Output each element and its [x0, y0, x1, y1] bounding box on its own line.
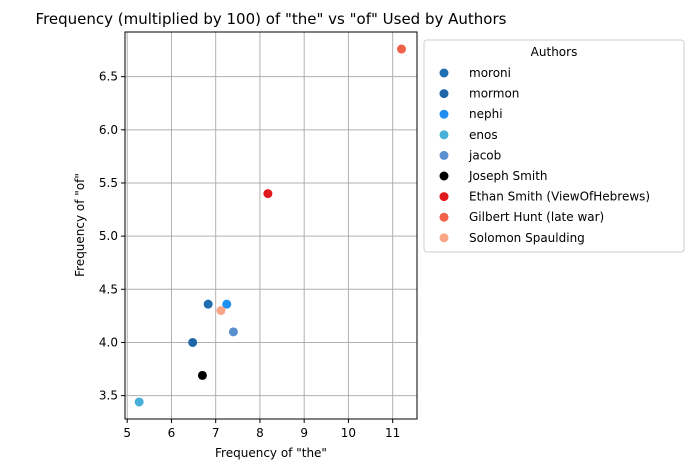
legend-label: Ethan Smith (ViewOfHebrews)	[469, 190, 650, 204]
data-point-9	[216, 306, 226, 316]
legend-label: Gilbert Hunt (late war)	[469, 210, 604, 224]
legend-item: jacob	[439, 148, 501, 162]
legend-marker	[439, 233, 449, 243]
x-tick-label: 10	[341, 426, 356, 440]
legend-label: nephi	[469, 107, 503, 121]
data-point-6	[197, 370, 207, 380]
legend-item: Solomon Spaulding	[439, 231, 585, 245]
legend-label: Solomon Spaulding	[469, 231, 585, 245]
grid	[125, 32, 417, 419]
legend-item: mormon	[439, 87, 519, 101]
y-axis-label: Frequency of "of"	[73, 173, 87, 277]
data-point-4	[134, 397, 144, 407]
chart-title: Frequency (multiplied by 100) of "the" v…	[36, 10, 507, 28]
data-point-5	[228, 327, 238, 337]
legend: Authors moroni mormon nephi enos jacob Joseph…	[423, 39, 685, 253]
y-tick-label: 5.5	[99, 176, 118, 190]
legend-title: Authors	[531, 45, 578, 59]
legend-marker	[439, 130, 449, 140]
x-tick-label: 7	[212, 426, 220, 440]
data-points	[134, 44, 407, 407]
legend-item: moroni	[439, 66, 511, 80]
x-tick-label: 11	[385, 426, 400, 440]
x-axis-ticks: 5 6 7 8 9 10 11	[123, 419, 400, 440]
data-point-8	[397, 44, 407, 54]
legend-marker	[439, 150, 449, 160]
y-axis-ticks: 3.5 4.0 4.5 5.0 5.5 6.0 6.5	[99, 70, 125, 403]
legend-frame	[423, 39, 685, 253]
legend-label: mormon	[469, 87, 519, 101]
x-tick-label: 9	[300, 426, 308, 440]
data-point-1	[203, 299, 213, 309]
legend-item: enos	[439, 128, 498, 142]
x-axis-label: Frequency of "the"	[215, 446, 327, 460]
legend-label: Joseph Smith	[468, 169, 548, 183]
legend-item: nephi	[439, 107, 503, 121]
y-tick-label: 4.0	[99, 335, 118, 349]
y-tick-label: 6.5	[99, 70, 118, 84]
x-tick-label: 8	[256, 426, 264, 440]
legend-item: Joseph Smith	[439, 169, 548, 183]
legend-marker	[439, 212, 449, 222]
data-point-7	[263, 189, 273, 199]
legend-item: Gilbert Hunt (late war)	[439, 210, 604, 224]
x-tick-label: 5	[123, 426, 131, 440]
legend-label: enos	[469, 128, 498, 142]
legend-marker	[439, 68, 449, 78]
y-tick-label: 5.0	[99, 229, 118, 243]
legend-label: jacob	[468, 148, 501, 162]
legend-marker	[439, 171, 449, 181]
y-tick-label: 4.5	[99, 282, 118, 296]
legend-marker	[439, 89, 449, 99]
plot-area	[124, 31, 418, 420]
legend-item: Ethan Smith (ViewOfHebrews)	[439, 190, 650, 204]
y-tick-label: 6.0	[99, 123, 118, 137]
legend-marker	[439, 109, 449, 119]
data-point-2	[188, 337, 198, 347]
legend-marker	[439, 192, 449, 202]
legend-label: moroni	[469, 66, 511, 80]
data-point-3	[222, 299, 232, 309]
y-tick-label: 3.5	[99, 389, 118, 403]
x-tick-label: 6	[168, 426, 176, 440]
